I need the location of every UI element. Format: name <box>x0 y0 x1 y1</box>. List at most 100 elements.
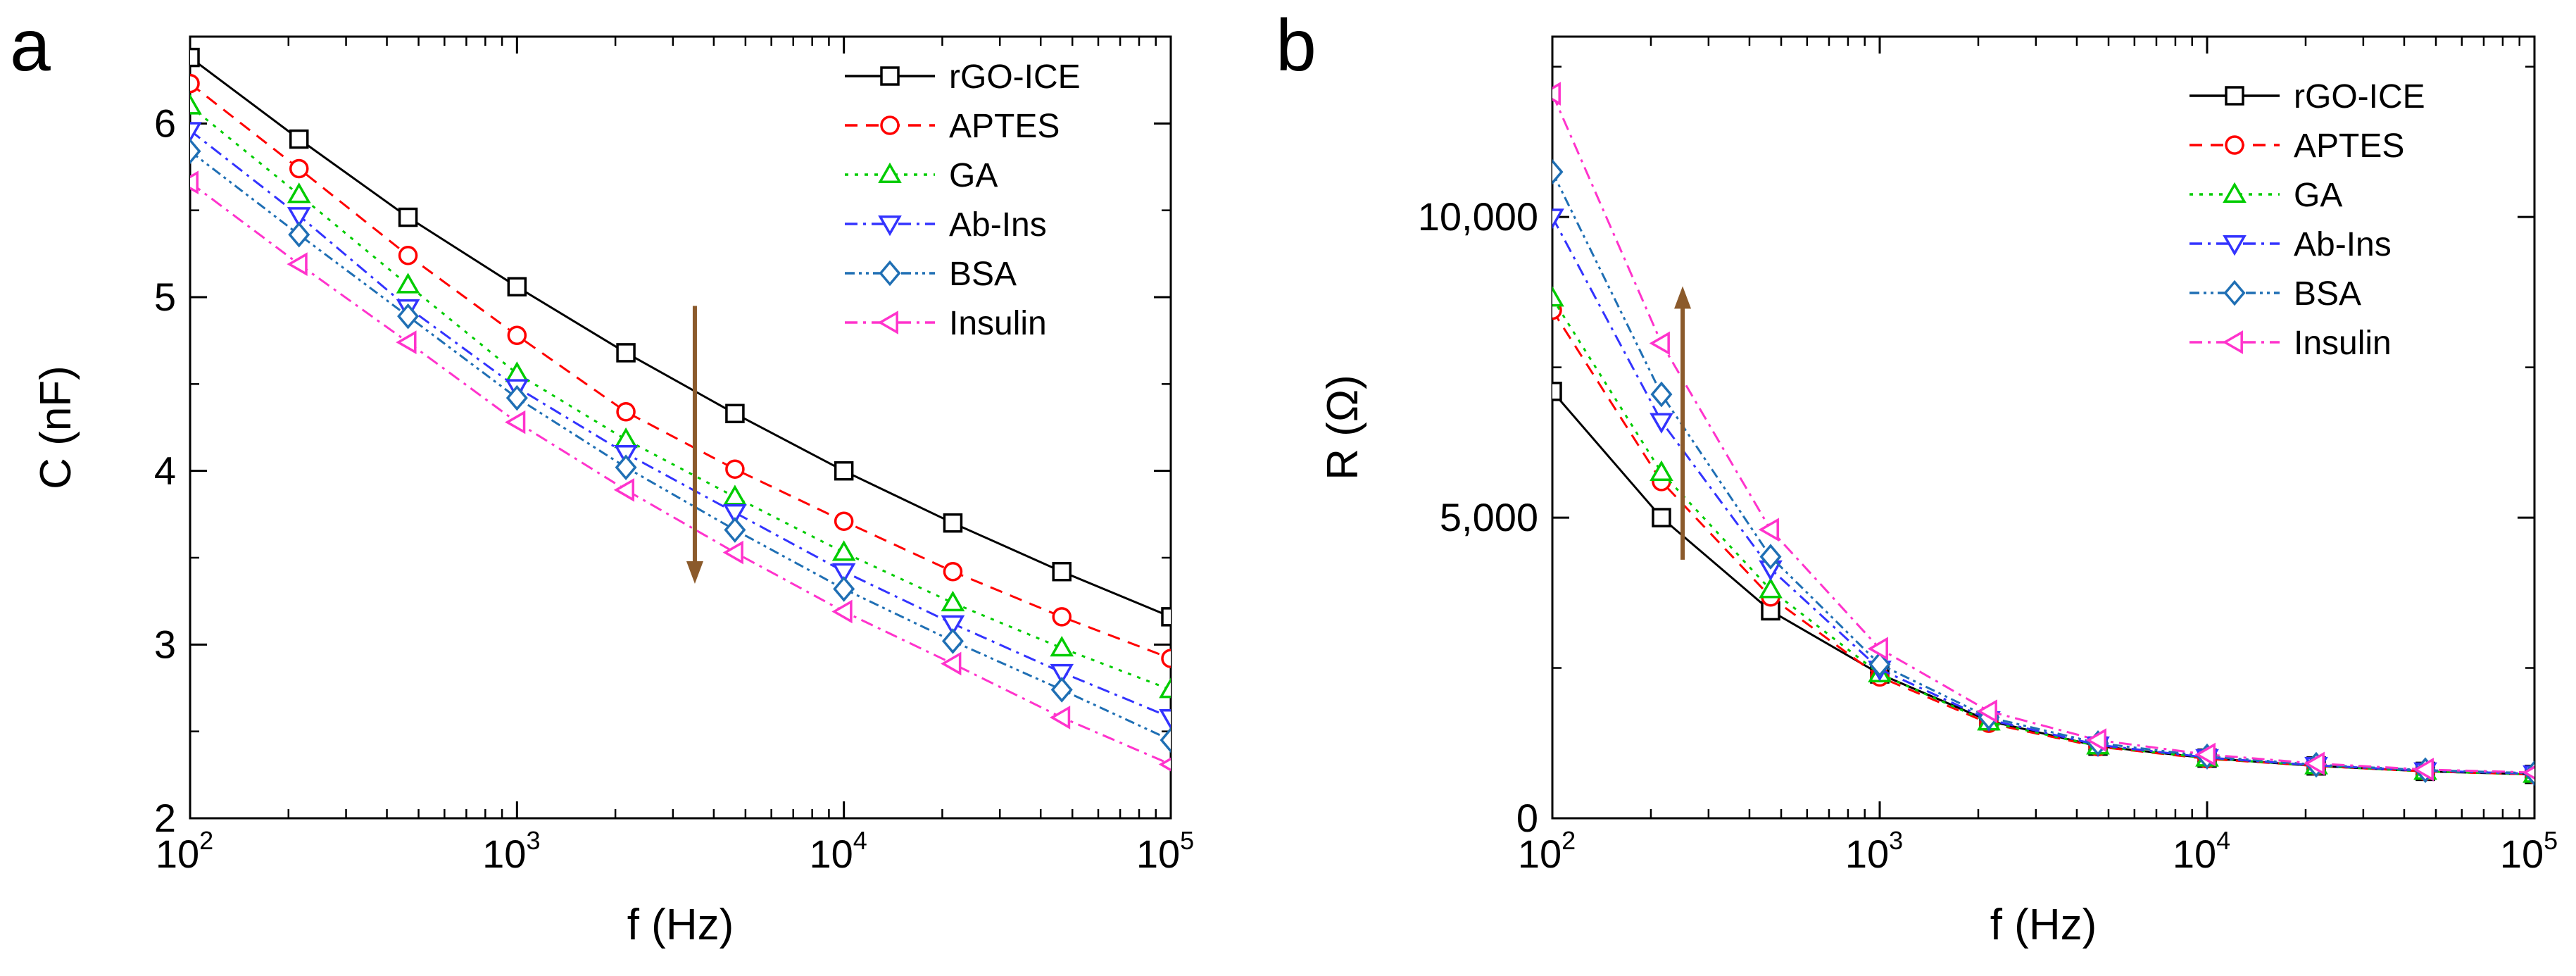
series-line-rgo-ice <box>190 56 1171 618</box>
y-tick-label: 4 <box>154 449 176 493</box>
data-point-rgo-ice <box>725 403 745 424</box>
legend-marker <box>2225 86 2244 106</box>
legend-label: BSA <box>2294 275 2361 313</box>
series-line-aptes <box>1552 309 2534 776</box>
data-point-ab-ins <box>190 122 202 143</box>
series-line-aptes <box>190 82 1171 660</box>
data-point-rgo-ice <box>616 343 636 363</box>
data-point-insulin <box>2085 728 2106 752</box>
x-tick-base: 10 <box>1845 832 1889 876</box>
data-point-rgo-ice <box>398 207 418 227</box>
data-point-insulin <box>396 330 417 354</box>
x-tick-label: 104 <box>2173 826 2230 876</box>
data-point-aptes <box>190 73 200 94</box>
data-point-insulin <box>2304 751 2325 776</box>
legend-label: APTES <box>2294 127 2404 165</box>
y-tick-label: 0 <box>1516 796 1538 840</box>
data-point-aptes <box>507 325 527 346</box>
data-point-ga <box>396 273 420 294</box>
y-tick-label: 5,000 <box>1440 495 1538 539</box>
x-tick-exponent: 3 <box>1889 826 1903 855</box>
data-point-ab-ins <box>831 563 856 584</box>
x-tick-label: 103 <box>1845 826 1903 876</box>
data-point-ab-ins <box>941 615 965 637</box>
series-line-ga <box>1552 297 2534 776</box>
series-group <box>1552 82 2534 787</box>
data-point-ga <box>1552 286 1564 307</box>
data-point-ab-ins <box>1159 708 1171 730</box>
data-point-aptes <box>1161 649 1171 668</box>
series-line-rgo-ice <box>1552 390 2534 776</box>
data-point-insulin <box>2194 742 2216 767</box>
data-point-bsa <box>833 576 855 602</box>
panel-letter-b: b <box>1276 5 1317 87</box>
legend-marker <box>2225 135 2244 155</box>
legend-marker <box>2223 280 2246 306</box>
data-point-insulin <box>2413 758 2434 782</box>
legend-label: Insulin <box>2294 325 2392 362</box>
data-point-aptes <box>834 511 854 531</box>
legend-marker <box>2223 182 2247 203</box>
data-point-insulin <box>941 651 962 676</box>
data-point-ab-ins <box>1552 208 1564 230</box>
data-point-rgo-ice <box>1552 382 1562 401</box>
data-point-insulin <box>505 410 526 434</box>
x-tick-base: 10 <box>1518 832 1562 876</box>
plot-frame <box>1551 35 2536 820</box>
series-line-insulin <box>1552 93 2534 774</box>
legend-marker <box>878 162 902 183</box>
data-point-bsa <box>1050 677 1073 703</box>
data-point-aptes <box>616 402 636 422</box>
legend-label: rGO-ICE <box>2294 78 2425 115</box>
data-point-ga <box>941 590 965 612</box>
data-point-aptes <box>943 561 963 582</box>
x-tick-base: 10 <box>2500 832 2544 876</box>
data-point-rgo-ice <box>943 513 963 533</box>
data-point-bsa <box>615 454 637 481</box>
x-axis-title: f (Hz) <box>627 901 734 949</box>
data-point-aptes <box>725 459 745 479</box>
y-tick-label: 2 <box>154 796 176 840</box>
data-point-rgo-ice <box>834 461 854 481</box>
trend-arrow-head <box>686 561 703 584</box>
x-tick-exponent: 2 <box>199 826 213 855</box>
x-tick-label: 105 <box>2500 826 2558 876</box>
x-axis-title: f (Hz) <box>1990 901 2097 949</box>
legend-label: BSA <box>949 256 1017 293</box>
data-point-ga <box>614 427 638 449</box>
x-tick-label: 104 <box>810 826 867 876</box>
series-line-ab-ins <box>1552 216 2534 775</box>
x-tick-label: 103 <box>482 826 540 876</box>
data-point-ga <box>1050 635 1074 657</box>
data-point-bsa <box>190 138 201 165</box>
data-point-insulin <box>831 599 853 624</box>
data-point-rgo-ice <box>1652 508 1671 527</box>
x-tick-base: 10 <box>2173 832 2216 876</box>
data-point-insulin <box>722 540 743 565</box>
data-point-rgo-ice <box>289 129 309 149</box>
data-point-insulin <box>613 477 635 502</box>
x-tick-base: 10 <box>1136 832 1180 876</box>
data-point-ga <box>1759 577 1783 599</box>
data-point-insulin <box>1976 699 1997 723</box>
legend-marker <box>878 215 902 237</box>
x-tick-base: 10 <box>810 832 853 876</box>
data-point-insulin <box>1552 82 1561 106</box>
series-line-ga <box>190 105 1171 691</box>
data-point-rgo-ice <box>1161 607 1171 627</box>
x-tick-exponent: 3 <box>526 826 540 855</box>
data-point-rgo-ice <box>1052 561 1072 582</box>
data-point-insulin <box>287 252 308 276</box>
data-point-ga <box>831 540 856 561</box>
data-point-bsa <box>288 221 310 248</box>
legend-label: Ab-Ins <box>949 206 1047 244</box>
panel-letter-a: a <box>10 5 51 87</box>
y-tick-label: 3 <box>154 622 176 666</box>
data-point-bsa <box>505 384 528 411</box>
data-point-bsa <box>724 517 746 543</box>
x-tick-label: 102 <box>156 826 213 876</box>
data-point-ab-ins <box>723 503 747 525</box>
y-axis-title: R (Ω) <box>1319 375 1367 480</box>
